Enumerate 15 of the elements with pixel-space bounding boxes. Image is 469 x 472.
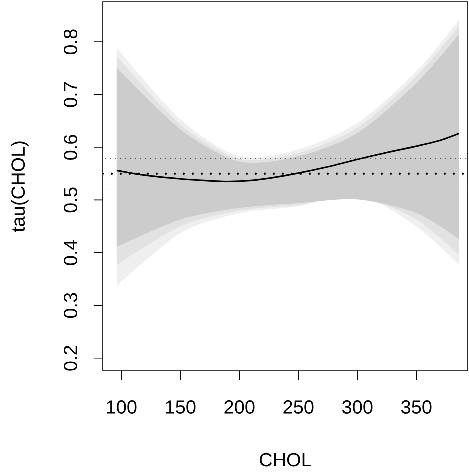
x-tick-label: 300 — [342, 400, 373, 414]
y-tick-label: 0.6 — [64, 135, 78, 160]
x-tick-label: 150 — [166, 400, 196, 414]
x-tick-label: 200 — [224, 400, 255, 414]
y-tick-label: 0.2 — [64, 346, 78, 371]
y-tick-label: 0.8 — [64, 30, 78, 55]
x-tick-label: 100 — [107, 400, 137, 414]
y-tick-label: 0.5 — [64, 188, 78, 213]
x-tick-label: 250 — [284, 400, 314, 414]
y-tick-label: 0.3 — [64, 293, 78, 318]
y-tick-label: 0.4 — [64, 240, 78, 266]
x-tick-label: 350 — [402, 400, 432, 414]
y-tick-label: 0.7 — [64, 82, 78, 108]
x-axis-title: CHOL — [260, 453, 312, 467]
y-axis-title: tau(CHOL) — [11, 142, 29, 232]
